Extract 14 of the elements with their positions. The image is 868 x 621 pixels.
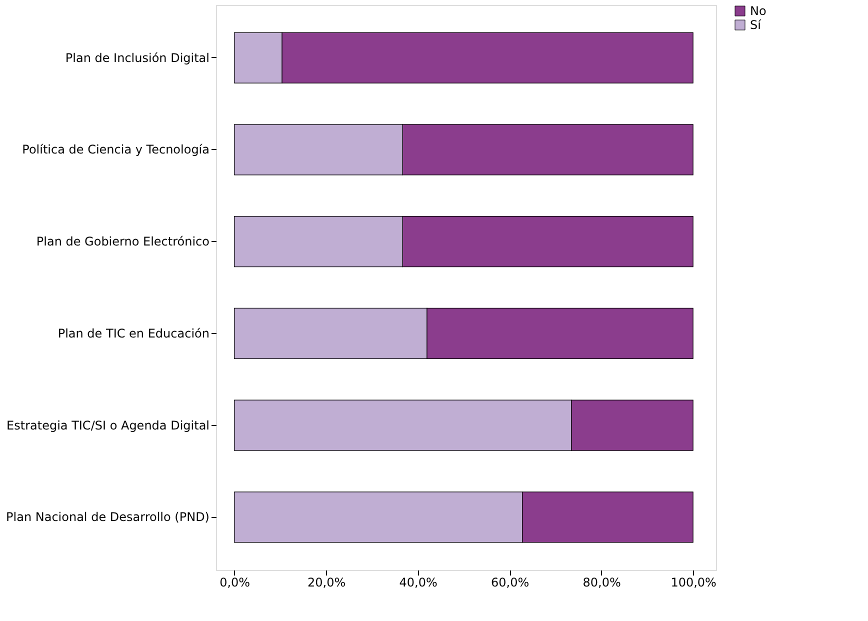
y-tick-label: Política de Ciencia y Tecnología <box>22 142 210 157</box>
y-tick-label: Plan de TIC en Educación <box>58 326 210 340</box>
y-tick-label: Plan Nacional de Desarrollo (PND) <box>6 510 210 524</box>
legend-label: No <box>750 4 766 18</box>
x-tick-label: 60,0% <box>491 576 530 590</box>
x-tick-label: 100,0% <box>670 576 716 590</box>
y-tick-label: Plan de Gobierno Electrónico <box>36 234 210 249</box>
y-tick-label: Estrategia TIC/SI o Agenda Digital <box>6 418 210 432</box>
x-tick-label: 0,0% <box>220 576 250 590</box>
legend-label: Sí <box>750 18 762 32</box>
x-tick-label: 80,0% <box>582 576 621 590</box>
x-tick-label: 40,0% <box>399 576 438 590</box>
y-tick-label: Plan de Inclusión Digital <box>65 50 210 65</box>
x-tick-label: 20,0% <box>308 576 346 590</box>
